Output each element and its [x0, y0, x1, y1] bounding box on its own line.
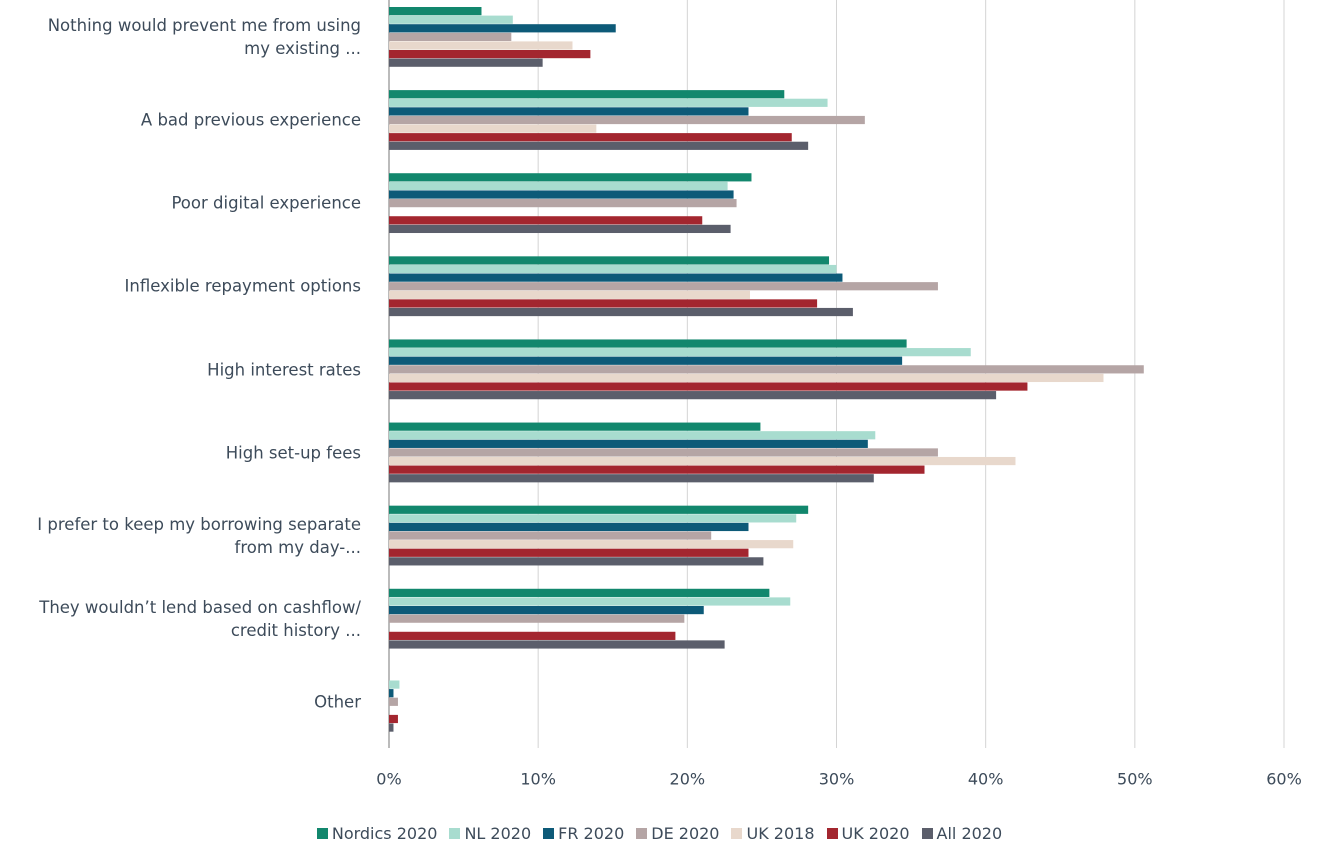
bar — [389, 7, 482, 16]
chart: 0% 10% 20% 30% 40% 50% 60% — [376, 0, 1302, 789]
bar — [389, 299, 818, 308]
x-tick-label: 60% — [1266, 770, 1302, 789]
bar — [389, 714, 398, 724]
legend-label: All 2020 — [936, 824, 1003, 843]
bar — [389, 224, 731, 234]
bar — [389, 356, 903, 365]
legend-swatch — [543, 828, 555, 839]
bar — [389, 697, 398, 706]
legend-item: Nordics 2020 — [316, 824, 438, 843]
legend-swatch — [921, 828, 933, 839]
bar — [389, 24, 616, 33]
bar — [389, 422, 761, 431]
x-tick-label: 50% — [1117, 770, 1153, 789]
bar — [389, 597, 791, 606]
bar — [389, 614, 685, 623]
bar — [389, 531, 712, 540]
legend-item: NL 2020 — [449, 824, 531, 843]
bar — [389, 448, 938, 457]
bar — [389, 348, 971, 357]
bar — [389, 456, 1016, 466]
bar — [389, 133, 792, 142]
bar — [389, 282, 938, 291]
category-label: Other — [314, 692, 361, 712]
bar — [389, 548, 749, 557]
category-label: They wouldn’t lend based on cashflow/ cr… — [39, 597, 361, 640]
category-label: High interest rates — [207, 360, 361, 380]
legend-label: UK 2018 — [746, 824, 815, 843]
bar — [389, 522, 749, 532]
bar — [389, 98, 828, 107]
bar — [389, 290, 750, 299]
bar — [389, 631, 676, 640]
legend-label: Nordics 2020 — [331, 824, 438, 843]
category-label: Poor digital experience — [171, 193, 361, 213]
bar — [389, 514, 797, 523]
bar — [389, 141, 809, 150]
x-tick-label: 40% — [968, 770, 1004, 789]
bar — [389, 505, 809, 514]
bar — [389, 431, 876, 440]
category-label: Nothing would prevent me from using my e… — [47, 16, 361, 59]
legend-item: DE 2020 — [636, 824, 719, 843]
legend-item: UK 2018 — [731, 824, 815, 843]
bar — [389, 474, 874, 483]
category-label: A bad previous experience — [140, 110, 361, 130]
legend-swatch — [316, 828, 328, 839]
bar — [389, 181, 728, 191]
bar — [389, 689, 394, 698]
legend-label: NL 2020 — [464, 824, 532, 843]
bar — [389, 339, 907, 348]
legend-swatch — [731, 828, 743, 839]
legend-label: DE 2020 — [651, 824, 720, 843]
category-label: I prefer to keep my borrowing separate f… — [37, 514, 361, 557]
bar — [389, 199, 737, 208]
legend-item: FR 2020 — [543, 824, 624, 843]
legend-item: All 2020 — [921, 824, 1003, 843]
bar — [389, 680, 400, 689]
bar — [389, 90, 785, 99]
bar — [389, 465, 925, 474]
bar — [389, 41, 573, 50]
bar — [389, 439, 868, 448]
bar — [389, 173, 752, 182]
bar — [389, 273, 843, 282]
bar — [389, 307, 853, 317]
bar — [389, 391, 997, 400]
bar — [389, 365, 1144, 374]
bar — [389, 256, 830, 265]
bar — [389, 264, 837, 274]
legend: Nordics 2020 NL 2020 FR 2020 DE 2020 UK 2018… — [0, 824, 1319, 843]
bar — [389, 32, 512, 41]
bar — [389, 723, 394, 732]
bar — [389, 382, 1028, 391]
bar — [389, 115, 865, 125]
bar — [389, 124, 597, 133]
bar — [389, 15, 513, 24]
bar — [389, 50, 591, 59]
category-label: Inflexible repayment options — [124, 276, 361, 296]
x-tick-label: 20% — [670, 770, 706, 789]
legend-swatch — [826, 828, 838, 839]
bar — [389, 640, 725, 649]
bar — [389, 373, 1104, 383]
bar — [389, 605, 704, 615]
legend-item: UK 2020 — [826, 824, 910, 843]
bar — [389, 58, 543, 67]
bar — [389, 190, 734, 199]
bar — [389, 540, 794, 549]
legend-label: UK 2020 — [841, 824, 910, 843]
legend-swatch — [449, 828, 461, 839]
category-label: High set-up fees — [225, 443, 361, 463]
bar — [389, 588, 770, 597]
x-tick-label: 30% — [819, 770, 855, 789]
bar — [389, 557, 764, 566]
bar — [389, 107, 749, 116]
x-tick-label: 0% — [376, 770, 401, 789]
legend-swatch — [636, 828, 648, 839]
bar — [389, 216, 703, 225]
legend-label: FR 2020 — [558, 824, 625, 843]
x-tick-label: 10% — [520, 770, 556, 789]
